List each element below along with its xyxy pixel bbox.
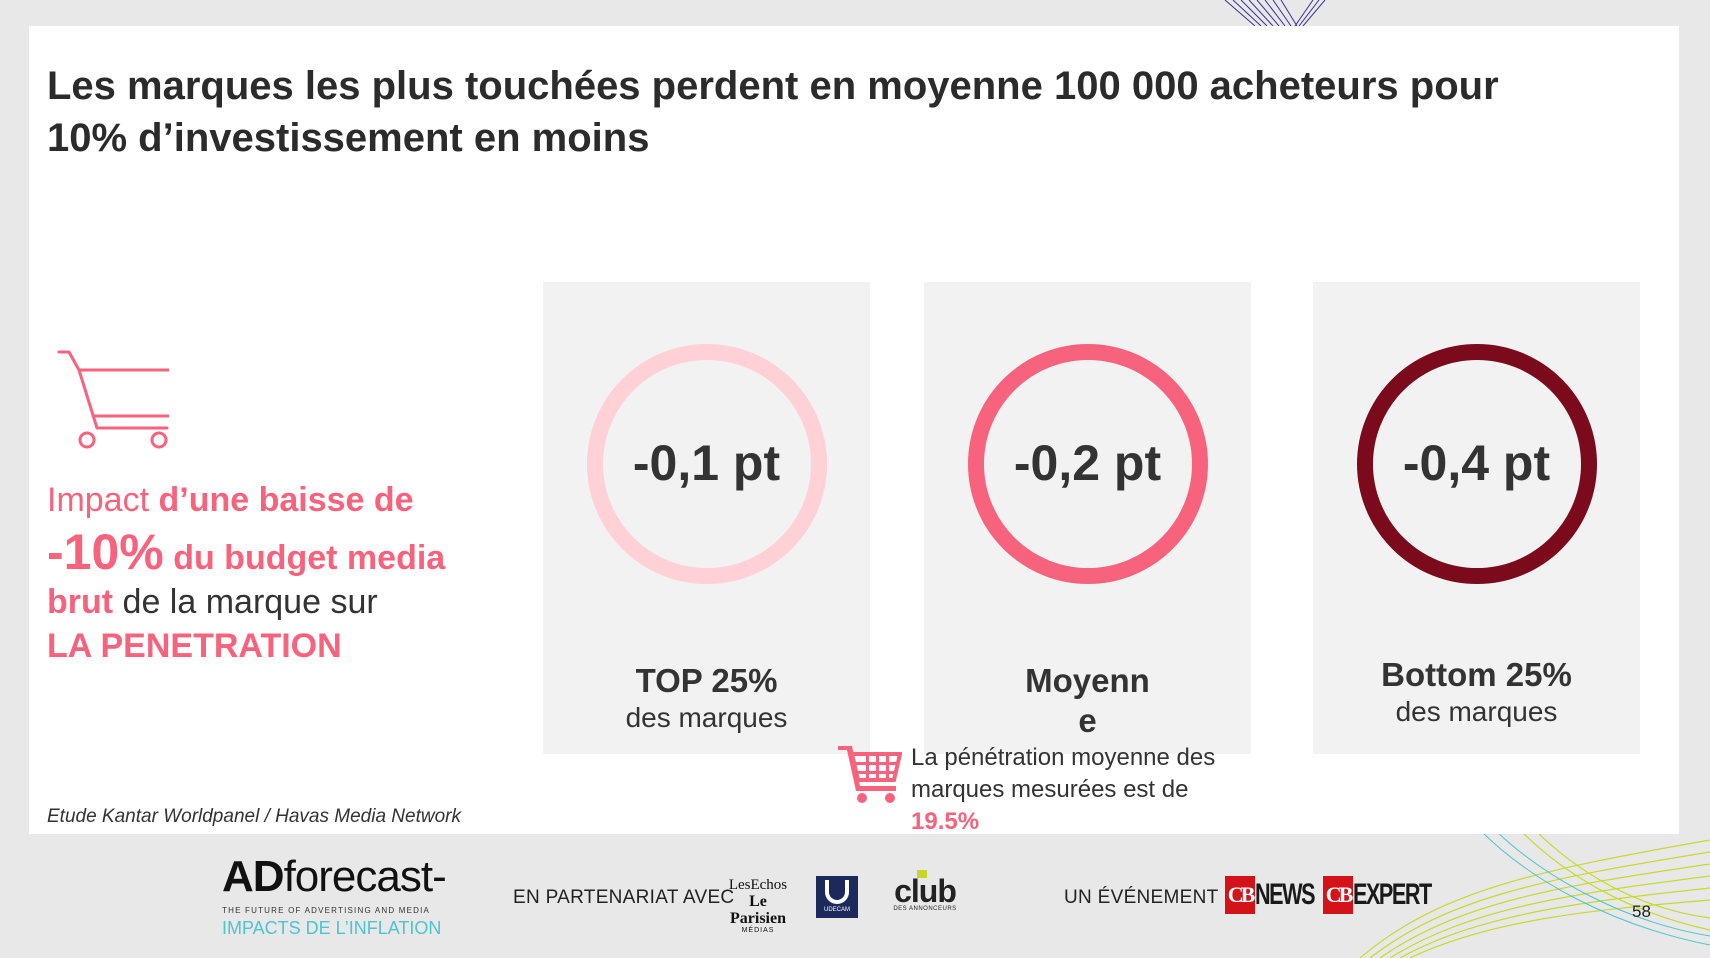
ring-bottom-25 [1357, 344, 1597, 584]
cbexpert-logo: CB EXPERT [1323, 876, 1461, 914]
sublabel-top-25: des marques [625, 702, 788, 733]
impact-phrase: d’une baisse de [158, 481, 414, 519]
slide-title: Les marques les plus touchées perdent en… [47, 60, 1647, 164]
impact-brand: de la marque sur [122, 583, 378, 621]
value-bottom-25: -0,4 pt [1402, 435, 1551, 491]
impact-brut: brut [47, 583, 114, 621]
penetration-note: La pénétration moyenne des marques mesur… [911, 742, 1271, 838]
udecam-text: UDECAM [823, 907, 850, 913]
leparisien-text: Le Parisien [730, 893, 786, 927]
club-text: club [894, 873, 957, 909]
note-value: 19.5% [911, 808, 980, 835]
ad-forecast-logo: ADforecast- THE FUTURE OF ADVERTISING AN… [222, 852, 447, 942]
card-bottom-25: -0,4 pt Bottom 25% des marques [1313, 282, 1640, 754]
label-moyenne-line1: Moyenn [1025, 662, 1150, 699]
ad-forecast-ad: AD [222, 852, 285, 901]
card-moyenne: -0,2 pt Moyenn e [924, 282, 1251, 754]
shopping-basket-icon [838, 746, 902, 803]
cbnews-mark: CB [1225, 876, 1255, 914]
slide: Les marques les plus touchées perdent en… [29, 26, 1679, 834]
label-moyenne-line2: e [1078, 702, 1097, 739]
impact-word: Impact [47, 481, 150, 519]
impact-penetration: LA PENETRATION [47, 627, 342, 665]
page-number: 58 [1632, 902, 1651, 921]
sublabel-bottom-25: des marques [1395, 696, 1558, 727]
label-top-25: TOP 25% [635, 662, 778, 699]
note-line2: marques mesurées est de [911, 776, 1189, 803]
cbnews-logo: CB NEWS [1225, 876, 1337, 914]
value-moyenne: -0,2 pt [1013, 435, 1162, 491]
cbnews-word: NEWS [1255, 878, 1315, 911]
event-label: UN ÉVÉNEMENT [1064, 887, 1219, 908]
partner-label: EN PARTENARIAT AVEC [513, 887, 735, 908]
impact-percent: -10% [47, 524, 164, 580]
ring-moyenne [968, 344, 1208, 584]
slide-title-line2: 10% d’investissement en moins [47, 116, 650, 160]
impact-budget: du budget media [173, 539, 446, 577]
club-subtext: DES ANNONCEURS [893, 906, 957, 912]
cbexpert-mark: CB [1323, 876, 1353, 914]
slide-title-line1: Les marques les plus touchées perdent en… [47, 64, 1499, 108]
ad-forecast-tagline: THE FUTURE OF ADVERTISING AND MEDIA [222, 906, 431, 915]
ring-top-25 [587, 344, 827, 584]
lesechos-text: LesEchos [728, 877, 788, 893]
label-bottom-25: Bottom 25% [1381, 656, 1572, 693]
cbexpert-word: EXPERT [1353, 878, 1432, 911]
decorative-lines-bottom [1360, 830, 1710, 958]
note-line1: La pénétration moyenne des [911, 744, 1216, 771]
lesechos-leparisien-logo: LesEchos Le Parisien MÉDIAS [728, 877, 788, 935]
value-top-25: -0,1 pt [632, 435, 781, 491]
ad-forecast-subtitle: IMPACTS DE L’INFLATION [222, 918, 442, 938]
ad-forecast-word: forecast- [283, 852, 447, 901]
source-note: Etude Kantar Worldpanel / Havas Media Ne… [47, 806, 461, 827]
shopping-cart-icon [57, 350, 169, 449]
impact-statement: Impact d’une baisse de -10% du budget me… [47, 478, 517, 668]
card-top-25: -0,1 pt TOP 25% des marques [543, 282, 870, 754]
club-annonceurs-logo: club DES ANNONCEURS [888, 870, 962, 912]
udecam-logo: UDECAM [816, 876, 858, 918]
decorative-lines-top [1224, 0, 1326, 26]
medias-text: MÉDIAS [741, 927, 775, 934]
